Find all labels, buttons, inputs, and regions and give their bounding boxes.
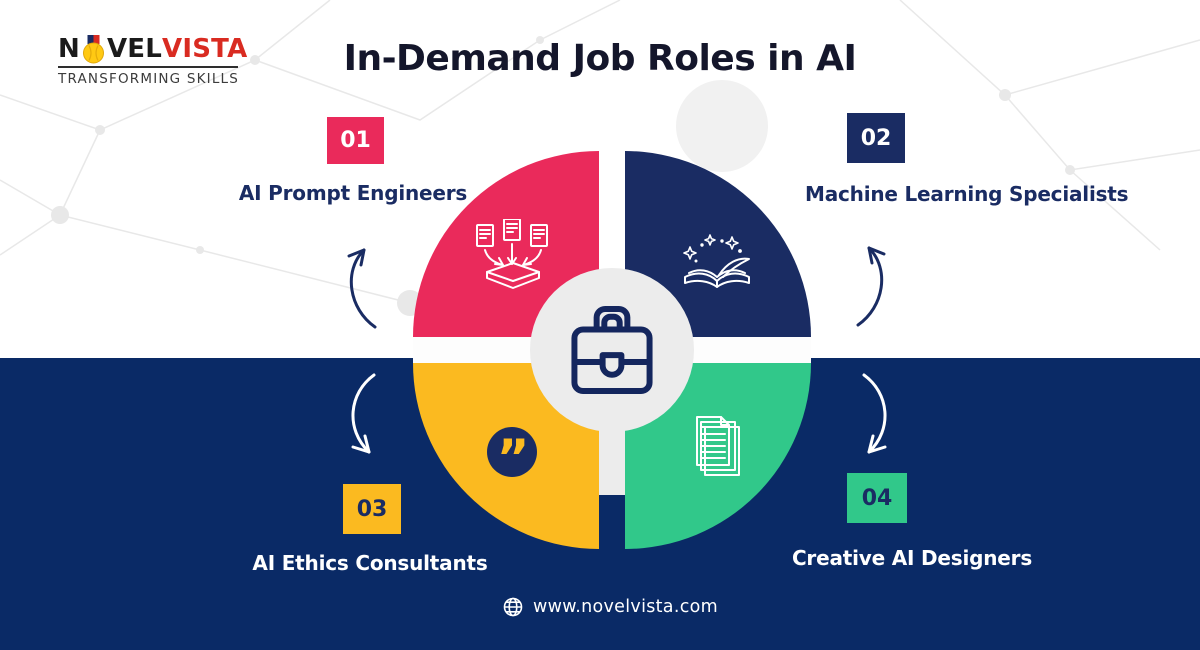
- globe-icon: [503, 597, 523, 617]
- briefcase-icon: [571, 306, 653, 394]
- badge-01: 01: [327, 117, 384, 164]
- double-quote-icon: ”: [487, 427, 537, 477]
- logo-text-n: N: [58, 34, 80, 64]
- pie-center-hub: [530, 268, 694, 432]
- page-title: In-Demand Job Roles in AI: [343, 38, 857, 79]
- quote-glyph: ”: [496, 429, 530, 477]
- website-url: www.novelvista.com: [533, 597, 718, 617]
- arrow-top-left-icon: [347, 248, 377, 329]
- logo-tagline: TRANSFORMING SKILLS: [58, 71, 240, 87]
- role-label-ai-prompt-engineers: AI Prompt Engineers: [238, 181, 468, 205]
- badge-01-number: 01: [340, 128, 371, 153]
- arrow-bottom-left-icon: [351, 373, 376, 454]
- medal-icon: [82, 34, 104, 63]
- role-label-creative-ai-designers: Creative AI Designers: [791, 546, 1033, 570]
- documents-merge-icon: [476, 219, 548, 289]
- logo-text-vista: VISTA: [162, 34, 248, 64]
- logo-wordmark: N VEL VISTA: [58, 34, 247, 64]
- badge-03-number: 03: [356, 496, 388, 522]
- arrow-bottom-right-icon: [862, 373, 887, 454]
- stacked-papers-icon: [696, 416, 740, 476]
- badge-04: 04: [847, 473, 907, 523]
- logo-text-vel: VEL: [106, 34, 163, 64]
- open-book-sparkles-icon: [683, 234, 750, 288]
- arrow-top-right-icon: [856, 246, 886, 327]
- badge-02: 02: [847, 113, 905, 163]
- footer-inner: www.novelvista.com: [502, 596, 718, 618]
- footer: www.novelvista.com: [0, 596, 1200, 618]
- logo-divider: [58, 66, 238, 68]
- novelvista-logo: N VEL VISTA TRANSFORMING SKILLS: [58, 34, 247, 87]
- badge-03: 03: [343, 484, 401, 534]
- badge-04-number: 04: [861, 485, 893, 511]
- badge-02-number: 02: [860, 125, 892, 151]
- role-label-ai-ethics-consultants: AI Ethics Consultants: [252, 551, 488, 575]
- role-label-machine-learning-specialists: Machine Learning Specialists: [805, 182, 1129, 206]
